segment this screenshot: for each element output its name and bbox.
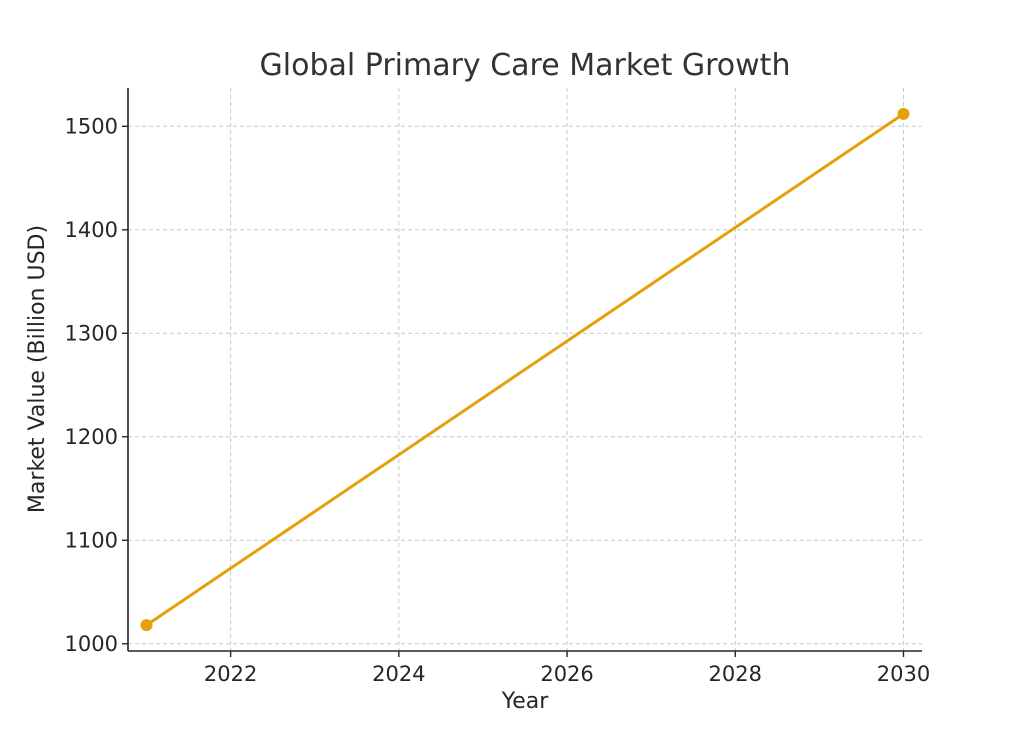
x-tick-label: 2026 bbox=[540, 662, 593, 686]
series-line bbox=[145, 112, 905, 627]
y-axis-ticks: 1000 1100 1200 1300 1400 1500 bbox=[65, 114, 128, 656]
plot-layer bbox=[140, 107, 910, 632]
x-axis-label: Year bbox=[501, 689, 550, 714]
y-tick-label: 1400 bbox=[65, 218, 118, 242]
chart-title: Global Primary Care Market Growth bbox=[260, 48, 791, 83]
y-tick-label: 1300 bbox=[65, 321, 118, 345]
data-point-marker bbox=[897, 107, 910, 120]
x-tick-label: 2030 bbox=[877, 662, 930, 686]
grid-layer bbox=[128, 88, 922, 651]
y-tick-label: 1500 bbox=[65, 114, 118, 138]
y-tick-label: 1100 bbox=[65, 528, 118, 552]
y-tick-label: 1000 bbox=[65, 632, 118, 656]
x-tick-label: 2022 bbox=[204, 662, 257, 686]
y-axis-label: Market Value (Billion USD) bbox=[25, 225, 50, 513]
x-axis-ticks: 2022 2024 2026 2028 2030 bbox=[204, 651, 930, 686]
data-point-marker bbox=[140, 619, 153, 632]
x-tick-label: 2028 bbox=[709, 662, 762, 686]
y-tick-label: 1200 bbox=[65, 425, 118, 449]
x-tick-label: 2024 bbox=[372, 662, 425, 686]
